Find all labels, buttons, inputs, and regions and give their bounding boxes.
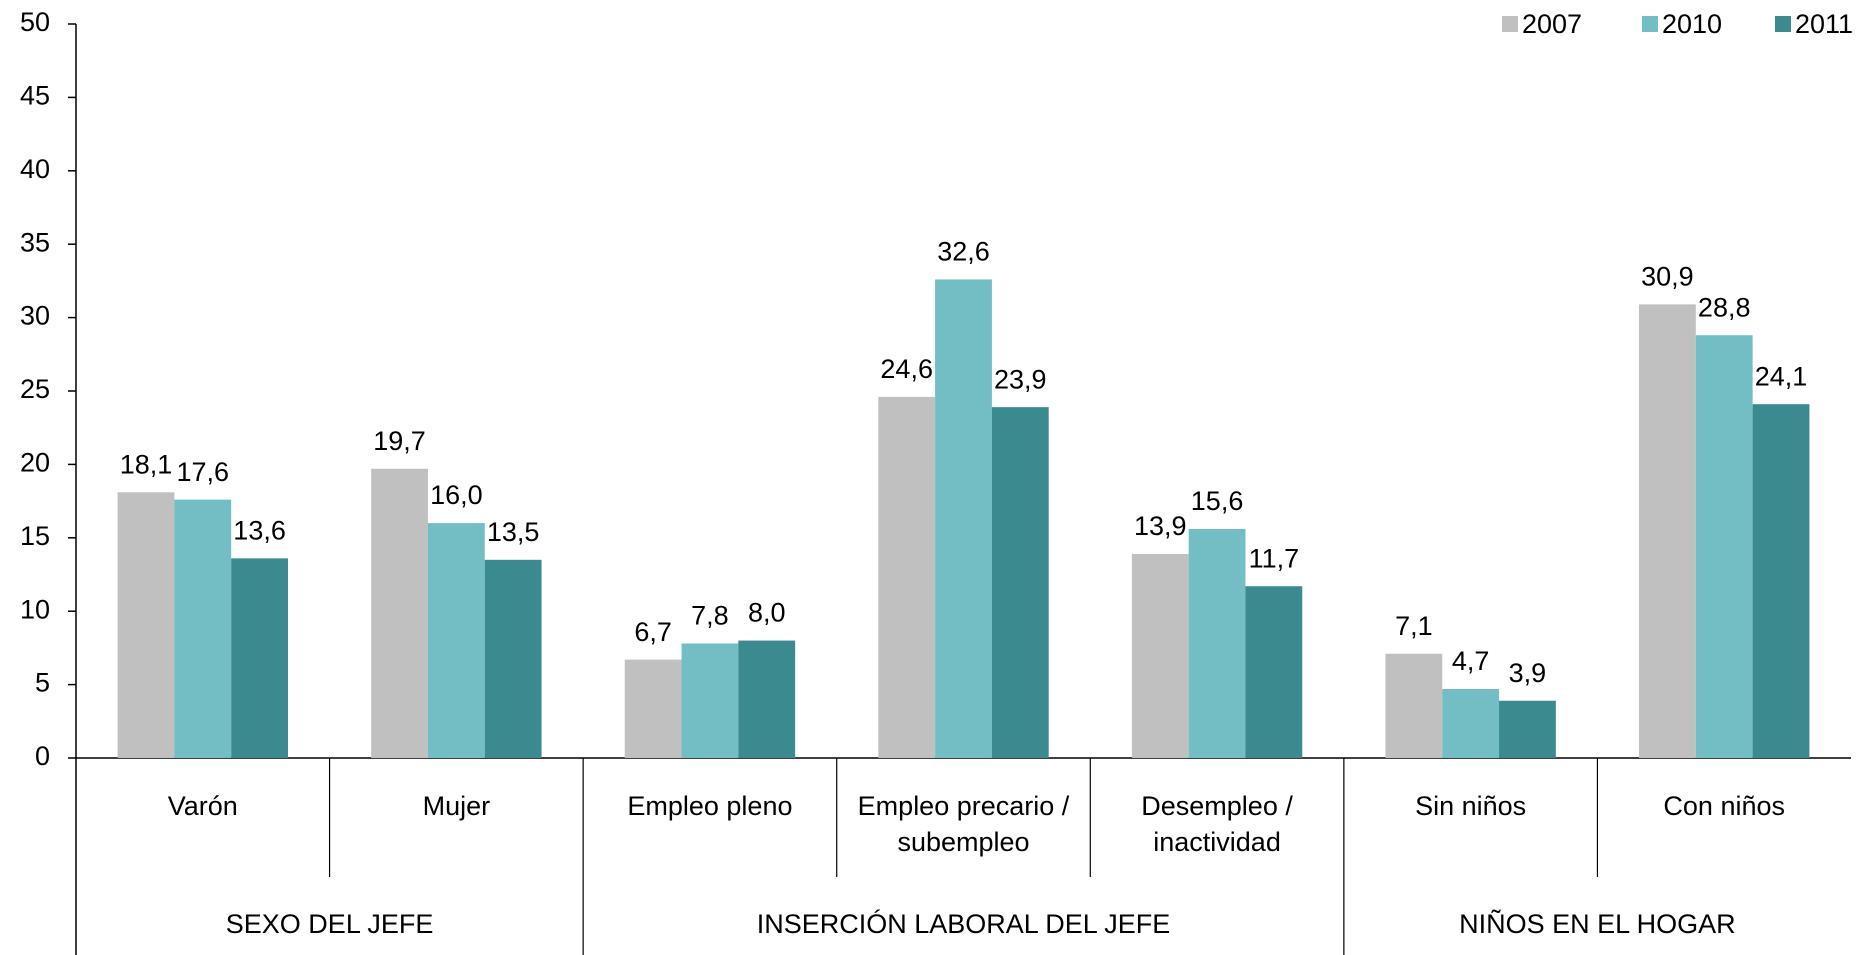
bar [624,659,682,758]
value-label: 19,7 [373,426,426,456]
legend-swatch [1775,16,1791,32]
y-tick-label: 45 [20,81,50,111]
x-tick-label: Desempleo / inactividad [1141,791,1293,857]
bar [1499,700,1556,758]
y-tick-label: 20 [20,448,50,478]
bar [1639,304,1696,758]
x-tick-label: Mujer [422,791,491,821]
value-label: 8,0 [748,598,786,628]
bar [484,559,542,758]
value-label: 4,7 [1452,646,1490,676]
y-tick-label: 50 [20,7,50,37]
x-tick-label: Sin niños [1415,791,1527,821]
bar [681,643,739,758]
value-label: 7,8 [691,601,729,631]
bar [1442,689,1500,758]
value-label: 16,0 [430,480,483,510]
legend-label: 2011 [1795,9,1853,39]
bar [738,640,796,758]
legend-label: 2010 [1662,9,1722,39]
bar [935,279,992,758]
bar [174,499,232,758]
x-tick-label: Empleo pleno [627,791,793,821]
x-tick-label: Empleo precario / subempleo [857,791,1070,857]
group-label: NIÑOS EN EL HOGAR [1459,909,1736,939]
value-label: 32,6 [937,237,990,267]
legend-label: 2007 [1522,9,1582,39]
y-tick-label: 35 [20,227,50,257]
legend-swatch [1642,16,1658,32]
bar [1131,553,1189,758]
value-label: 7,1 [1395,611,1433,641]
value-label: 15,6 [1191,486,1244,516]
bar [878,396,936,758]
value-label: 13,6 [233,515,286,545]
y-tick-label: 10 [20,594,50,624]
value-label: 23,9 [994,364,1047,394]
x-tick-label: Varón [167,791,238,821]
legend-swatch [1502,16,1518,32]
y-tick-label: 15 [20,521,50,551]
y-tick-label: 40 [20,154,50,184]
value-label: 24,6 [880,354,933,384]
value-label: 13,5 [487,517,540,547]
y-tick-label: 0 [35,741,50,771]
bar [117,492,175,758]
value-label: 3,9 [1509,658,1547,688]
bar [1385,653,1443,758]
y-tick-label: 30 [20,301,50,331]
value-label: 30,9 [1641,262,1694,292]
bar [1188,528,1246,758]
value-label: 6,7 [634,617,672,647]
value-label: 28,8 [1698,292,1751,322]
x-tick-label: Con niños [1663,791,1785,821]
value-label: 24,1 [1755,361,1808,391]
bar [1245,586,1303,758]
bar [1752,404,1810,758]
bar [1695,335,1753,758]
group-label: INSERCIÓN LABORAL DEL JEFE [756,909,1171,939]
y-tick-label: 5 [35,668,50,698]
value-label: 17,6 [177,457,230,487]
group-label: SEXO DEL JEFE [225,909,434,939]
bar [371,468,428,758]
bar [427,523,485,758]
bar [231,558,288,758]
bar [991,407,1049,758]
value-label: 13,9 [1134,511,1187,541]
value-label: 18,1 [120,449,173,479]
y-tick-label: 25 [20,374,50,404]
value-label: 11,7 [1249,543,1300,573]
